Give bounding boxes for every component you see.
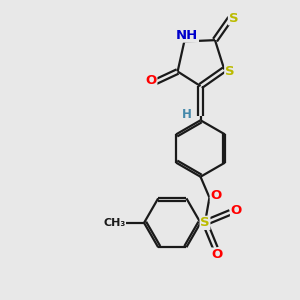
Text: S: S <box>200 216 210 229</box>
Text: H: H <box>182 108 192 121</box>
Text: O: O <box>211 248 223 261</box>
Text: O: O <box>146 74 157 87</box>
Text: S: S <box>229 12 238 25</box>
Text: CH₃: CH₃ <box>103 218 125 228</box>
Text: O: O <box>210 189 222 202</box>
Text: NH: NH <box>176 29 198 42</box>
Text: S: S <box>225 65 234 78</box>
Text: O: O <box>231 204 242 218</box>
